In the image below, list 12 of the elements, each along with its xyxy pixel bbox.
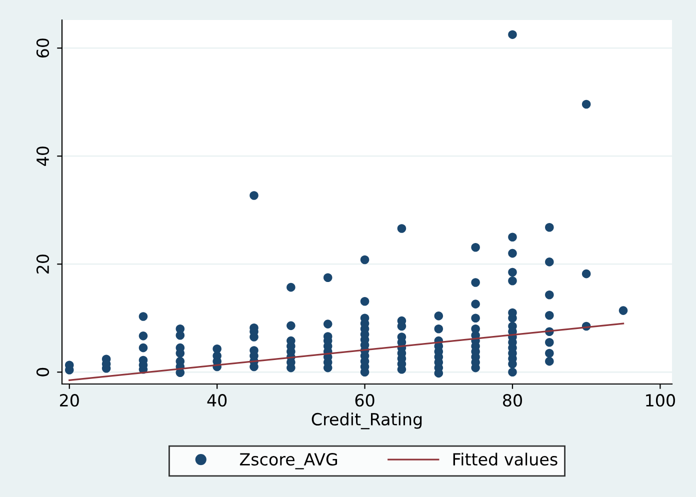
x-tick-label: 60 <box>355 394 374 407</box>
x-tick-label: 100 <box>646 394 675 407</box>
y-tick-label: 40 <box>36 146 50 166</box>
x-axis-title: Credit_Rating <box>312 412 422 430</box>
x-tick-label: 40 <box>207 394 227 407</box>
y-tick-label: 20 <box>36 254 50 274</box>
legend-label: Fitted values <box>453 452 558 466</box>
legend-label: Zscore_AVG <box>240 452 338 470</box>
x-tick-label: 80 <box>503 394 522 407</box>
y-tick-label: 0 <box>36 368 50 376</box>
x-tick-label: 20 <box>60 394 79 407</box>
y-tick-label: 60 <box>36 38 50 58</box>
